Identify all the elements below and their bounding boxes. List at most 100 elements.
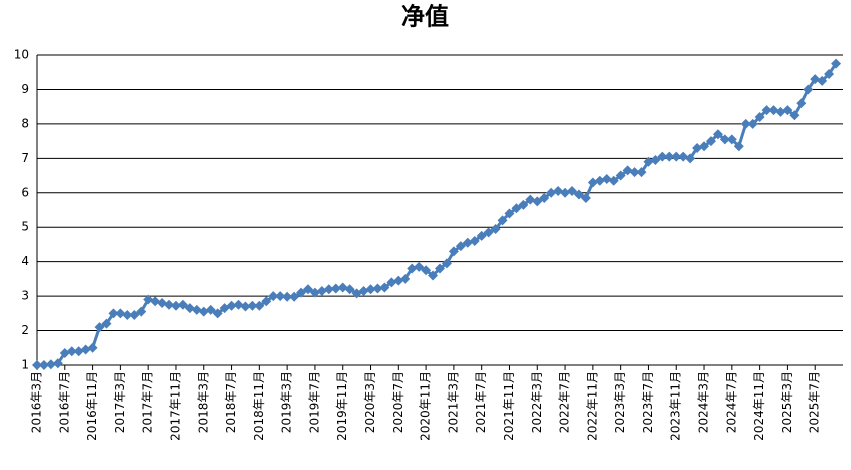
marker — [518, 199, 529, 210]
marker — [740, 118, 751, 129]
marker — [87, 342, 98, 353]
marker — [657, 151, 668, 162]
x-tick-label: 2021年7月 — [474, 371, 488, 433]
marker — [386, 277, 397, 288]
marker — [796, 98, 807, 109]
marker — [441, 258, 452, 269]
marker — [52, 358, 63, 369]
x-tick-label: 2023年3月 — [613, 371, 627, 433]
marker — [761, 105, 772, 116]
marker — [129, 310, 140, 321]
marker — [754, 112, 765, 122]
marker — [316, 285, 327, 296]
marker — [455, 241, 466, 252]
marker — [296, 287, 307, 298]
marker — [59, 347, 70, 358]
marker — [150, 296, 161, 307]
y-tick-label: 6 — [21, 185, 29, 199]
marker — [692, 143, 703, 153]
marker — [490, 223, 501, 234]
x-tick-label: 2017年3月 — [113, 371, 127, 433]
marker — [469, 236, 480, 246]
marker — [803, 84, 814, 95]
marker — [594, 175, 605, 186]
marker — [32, 360, 42, 370]
marker — [643, 156, 654, 167]
marker — [699, 141, 710, 152]
marker — [824, 68, 835, 79]
marker — [233, 299, 244, 310]
marker — [712, 129, 723, 140]
x-tick-label: 2023年7月 — [641, 371, 655, 433]
marker — [177, 299, 188, 310]
y-tick-label: 8 — [21, 116, 29, 130]
y-tick-label: 10 — [14, 48, 29, 62]
x-tick-label: 2018年7月 — [224, 371, 238, 433]
y-tick-label: 3 — [21, 289, 29, 303]
marker — [164, 299, 175, 310]
marker — [309, 287, 320, 298]
chart-title: 净值 — [401, 2, 449, 31]
x-tick-label: 2016年11月 — [85, 371, 99, 441]
marker — [80, 344, 91, 355]
marker — [122, 310, 133, 321]
y-tick-label: 5 — [21, 220, 29, 234]
marker — [365, 284, 376, 295]
marker — [184, 303, 195, 314]
x-tick-label: 2017年7月 — [141, 371, 155, 433]
x-tick-label: 2025年3月 — [780, 371, 794, 433]
marker — [650, 155, 661, 166]
marker — [143, 294, 154, 305]
x-tick-label: 2020年3月 — [363, 371, 377, 433]
marker — [330, 283, 341, 294]
marker — [573, 189, 584, 200]
marker — [532, 196, 543, 207]
marker — [400, 273, 411, 284]
marker — [170, 300, 181, 311]
marker — [115, 308, 126, 319]
x-tick-label: 2023年11月 — [669, 371, 683, 441]
y-tick-label: 1 — [21, 358, 29, 372]
marker — [560, 187, 571, 198]
marker — [671, 151, 682, 162]
marker — [282, 291, 293, 302]
marker — [775, 106, 786, 117]
marker — [733, 141, 744, 152]
marker — [428, 270, 439, 281]
marker — [435, 263, 445, 274]
marker — [268, 291, 279, 302]
marker — [462, 237, 473, 248]
y-tick-label: 2 — [21, 323, 29, 337]
x-tick-label: 2020年7月 — [391, 371, 405, 433]
marker — [789, 110, 800, 121]
marker — [226, 300, 237, 311]
marker — [302, 284, 313, 295]
marker — [810, 74, 821, 85]
marker — [421, 265, 432, 276]
marker — [407, 263, 418, 274]
marker — [38, 360, 49, 370]
marker — [289, 291, 300, 302]
marker — [344, 284, 355, 295]
marker — [205, 304, 216, 315]
marker — [212, 308, 223, 319]
marker — [393, 275, 404, 286]
x-tick-label: 2017年11月 — [168, 371, 182, 441]
marker — [511, 203, 522, 214]
marker — [504, 208, 515, 219]
marker — [94, 322, 105, 333]
marker — [546, 187, 557, 198]
line — [37, 62, 838, 367]
x-tick-label: 2016年3月 — [30, 371, 44, 433]
marker — [136, 306, 147, 317]
marker — [358, 285, 369, 296]
x-tick-label: 2019年3月 — [280, 371, 294, 433]
marker — [261, 296, 272, 307]
marker — [678, 151, 689, 162]
marker — [157, 298, 168, 308]
marker — [719, 134, 730, 145]
marker — [768, 105, 779, 116]
marker — [580, 192, 591, 203]
x-tick-label: 2021年11月 — [502, 371, 516, 441]
x-tick-label: 2024年11月 — [752, 371, 766, 441]
